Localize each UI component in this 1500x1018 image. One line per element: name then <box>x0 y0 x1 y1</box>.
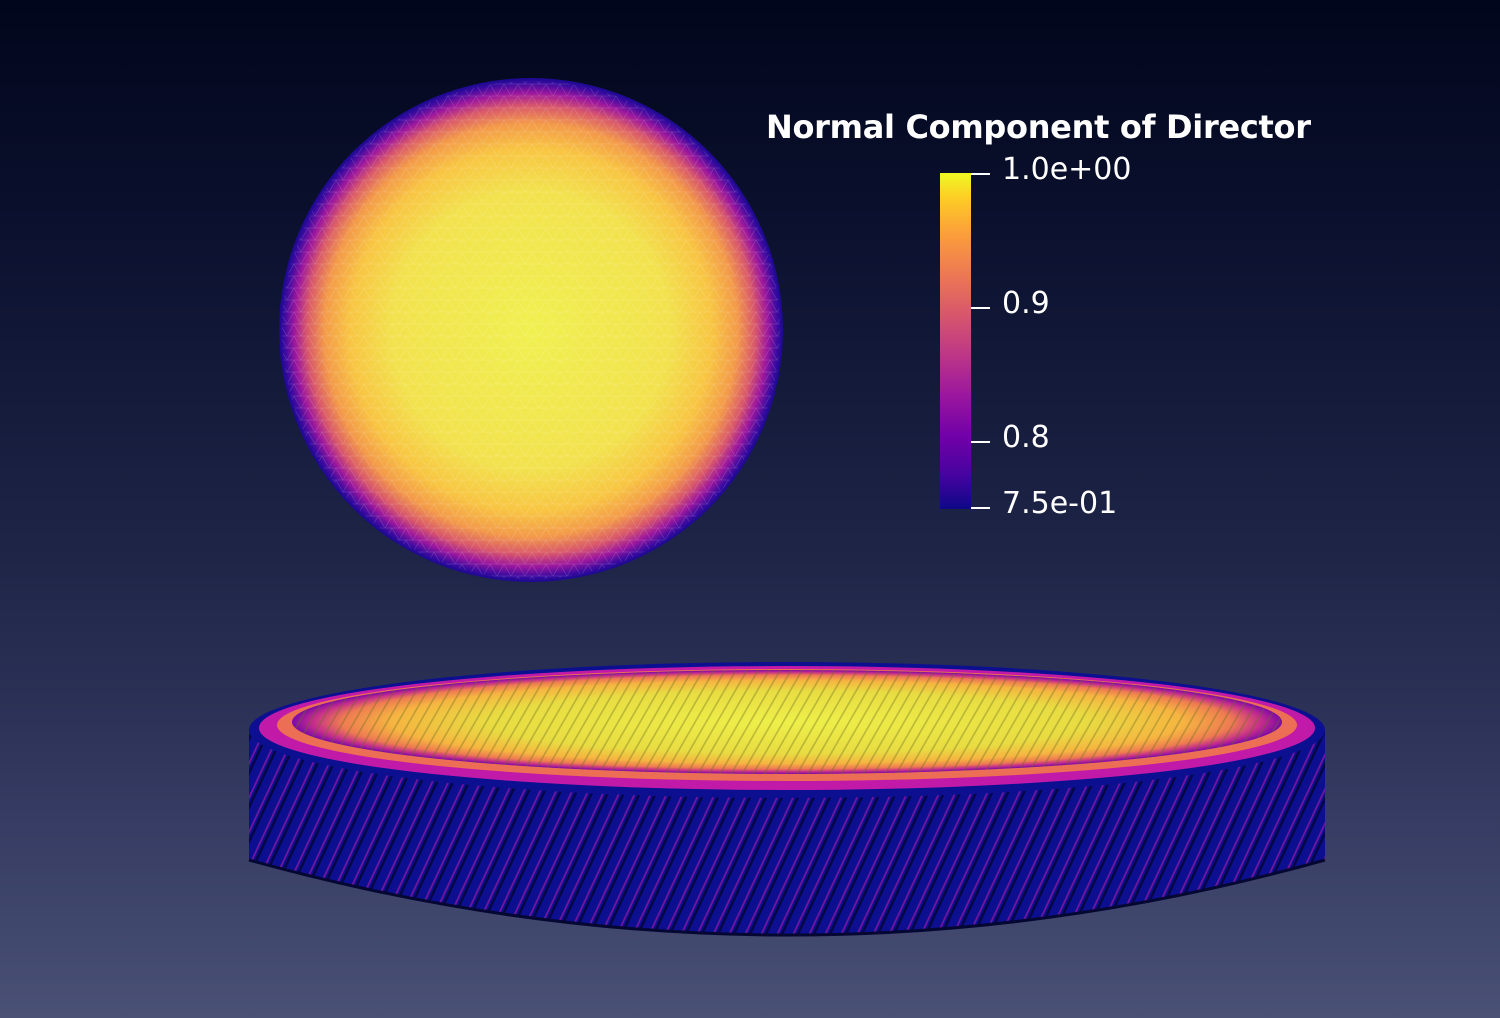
colorbar-tick <box>971 173 990 175</box>
colorbar-tick <box>971 307 990 309</box>
colorbar-tick-label-0.8: 0.8 <box>1002 420 1050 455</box>
colorbar-tick <box>971 507 990 509</box>
perspective-rod-slab <box>248 662 1326 937</box>
colorbar <box>940 173 971 509</box>
top-view-disk <box>279 78 783 582</box>
colorbar-tick-label-min: 7.5e-01 <box>1002 486 1118 521</box>
colorbar-tick-label-0.9: 0.9 <box>1002 286 1050 321</box>
colorbar-title: Normal Component of Director <box>766 108 1311 146</box>
colorbar-tick-label-max: 1.0e+00 <box>1002 152 1132 187</box>
colorbar-tick <box>971 441 990 443</box>
